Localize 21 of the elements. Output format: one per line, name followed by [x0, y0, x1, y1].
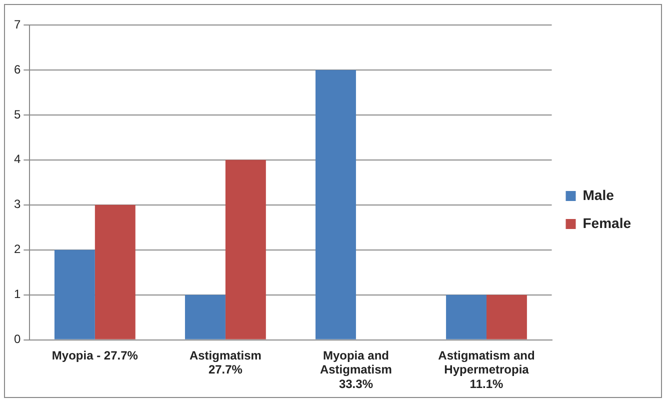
x-tick-label: Astigmatism and Hypermetropia 11.1%: [438, 348, 535, 392]
y-tick-label: 6: [14, 62, 21, 76]
legend-label: Female: [582, 214, 632, 231]
y-tick-label: 5: [14, 107, 21, 122]
x-tick-label: Astigmatism 27.7%: [189, 348, 262, 377]
bar: [225, 160, 266, 340]
x-tick-label: Myopia and Astigmatism 33.3%: [320, 348, 392, 392]
y-tick-label: 0: [14, 332, 21, 346]
y-tick-label: 7: [14, 17, 21, 32]
x-tick-label: Myopia - 27.7%: [52, 348, 138, 362]
bar: [94, 204, 136, 340]
y-tick-label: 4: [14, 152, 21, 166]
bar: [54, 250, 95, 340]
bar: [316, 70, 356, 340]
bar: [486, 294, 527, 340]
y-tick-label: 1: [14, 287, 21, 302]
y-tick-label: 3: [14, 197, 21, 212]
legend-label: Male: [582, 186, 614, 203]
bar: [446, 294, 486, 340]
y-tick-label: 2: [14, 242, 21, 256]
bar: [184, 294, 226, 340]
